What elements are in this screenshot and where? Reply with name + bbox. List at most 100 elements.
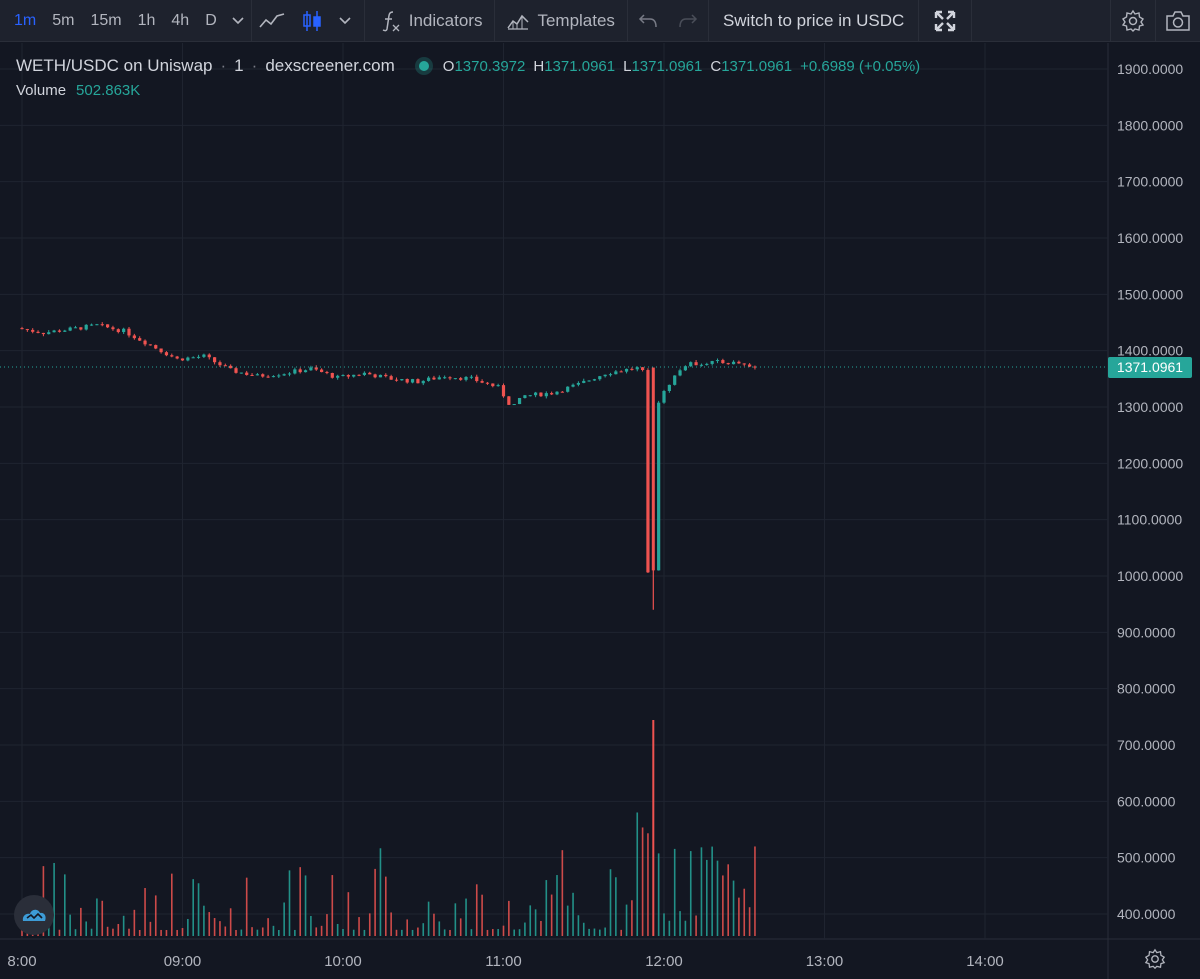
volume-bar [96, 898, 98, 936]
candle-body [106, 324, 110, 328]
x-tick-label: 14:00 [966, 953, 1004, 970]
candle-body [362, 372, 366, 375]
volume-bar [582, 922, 585, 936]
candle-body [699, 364, 704, 366]
volume-bar [524, 922, 526, 936]
candle-body [587, 380, 591, 382]
candles-button[interactable] [292, 0, 332, 42]
volume-bar [663, 913, 665, 936]
top-toolbar: 1m 5m 15m 1h 4h D Indicators Templates [0, 0, 1200, 42]
candle-body [346, 375, 350, 377]
candle-body [485, 382, 490, 384]
volume-bar [304, 875, 307, 936]
chart-type-dropdown[interactable] [332, 0, 358, 42]
undo-button[interactable] [628, 0, 668, 42]
volume-bar [502, 925, 505, 936]
chart-pane[interactable]: 1900.0000 1800.0000 1700.0000 1600.0000 1500… [0, 43, 1200, 979]
low-value: 1371.0961 [631, 57, 703, 75]
volume-bar [358, 917, 360, 936]
close-value: 1371.0961 [721, 57, 793, 75]
candle-body [748, 364, 752, 367]
volume-bar [80, 907, 82, 936]
scale-settings-button[interactable] [1144, 948, 1168, 972]
candle-body [512, 404, 516, 406]
candle-body [689, 362, 693, 367]
candle-body [427, 377, 431, 381]
settings-button[interactable] [1111, 0, 1155, 42]
volume-bar [577, 915, 580, 936]
volume-bar [433, 913, 435, 936]
volume-bar [245, 877, 248, 936]
candle-body [213, 357, 217, 363]
line-chart-icon [259, 12, 284, 28]
candle-body [63, 330, 67, 332]
volume-bar [615, 877, 617, 936]
screenshot-button[interactable] [1156, 0, 1200, 42]
volume-bar [53, 862, 55, 936]
volume-bar [443, 929, 446, 936]
candle-body [298, 369, 302, 373]
timeframe-4h[interactable]: 4h [171, 11, 190, 29]
candle-body [453, 378, 457, 380]
candle-body [400, 379, 404, 381]
switch-price-button[interactable]: Switch to price in USDC [722, 10, 905, 30]
fullscreen-button[interactable] [919, 0, 971, 42]
candle-body [127, 328, 131, 336]
redo-button[interactable] [668, 0, 708, 42]
line-chart-button[interactable] [252, 0, 292, 42]
gear-icon [1121, 9, 1145, 32]
timeframe-15m[interactable]: 15m [90, 11, 122, 29]
templates-button[interactable]: Templates [495, 0, 626, 42]
price-chart[interactable]: 1900.00001800.00001700.00001600.00001500… [0, 43, 1200, 979]
candle-body [25, 329, 29, 331]
chevron-down-icon [232, 16, 244, 24]
y-tick-label: 1100.0000 [1117, 512, 1182, 528]
timeframe-1h[interactable]: 1h [137, 11, 156, 29]
candle-body [100, 324, 104, 326]
candle-body [619, 371, 623, 373]
candle-body [523, 395, 527, 398]
volume-bar [320, 925, 323, 936]
candle-body [47, 332, 51, 335]
volume-bar [390, 912, 392, 936]
timeframe-1m[interactable]: 1m [14, 11, 37, 29]
candle-body [52, 330, 56, 333]
gear-icon [1144, 948, 1166, 970]
volume-bar [283, 902, 285, 936]
x-tick-label: 13:00 [806, 953, 844, 970]
candle-body [657, 402, 661, 571]
candle-body [726, 363, 730, 365]
candle-body [320, 369, 324, 373]
chevron-down-icon [339, 16, 351, 24]
candle-body [336, 375, 340, 378]
volume-bar [219, 921, 221, 936]
y-tick-label: 800.0000 [1117, 681, 1176, 697]
volume-bar [668, 920, 671, 936]
volume-bar [417, 927, 419, 936]
volume-bar [475, 884, 478, 936]
close-key: C [710, 57, 722, 75]
candle-body [180, 358, 185, 361]
indicators-button[interactable]: Indicators [365, 0, 495, 42]
volume-bar [197, 883, 200, 936]
volume-bar [550, 894, 553, 936]
timeframe-d[interactable]: D [205, 11, 217, 29]
candle-body [314, 367, 318, 370]
low-key: L [623, 57, 632, 75]
candle-body [303, 370, 308, 373]
candle-body [89, 324, 94, 326]
volume-bar [722, 875, 724, 936]
toolbar-divider [707, 0, 709, 42]
timeframe-5m[interactable]: 5m [52, 11, 75, 29]
volume-label: Volume [16, 82, 67, 99]
dexscreener-logo[interactable] [14, 895, 54, 935]
volume-bar [727, 864, 729, 936]
candle-body [710, 361, 714, 364]
volume-bar [261, 927, 264, 936]
volume-bar [315, 927, 318, 936]
timeframe-dropdown[interactable] [225, 0, 251, 42]
legend-separator: · [251, 56, 258, 75]
volume-bar [401, 929, 403, 936]
candle-body [630, 368, 634, 370]
candle-body [68, 327, 72, 331]
